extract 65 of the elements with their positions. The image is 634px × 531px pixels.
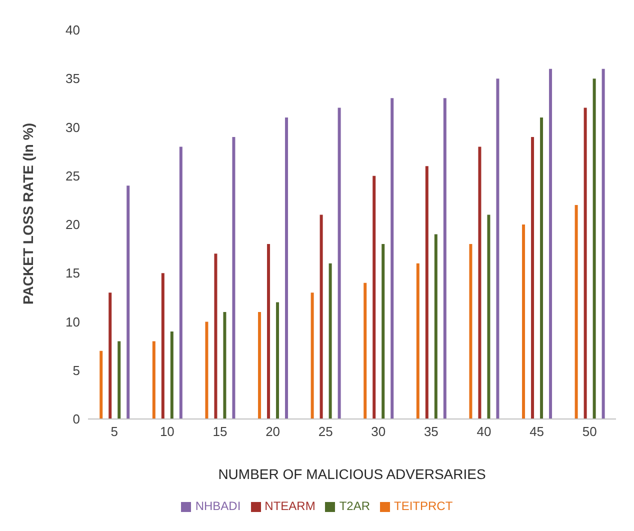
y-tick-label: 30 (66, 120, 80, 135)
bar (118, 341, 121, 419)
y-tick-label: 0 (72, 412, 80, 427)
bar (478, 146, 482, 419)
bar (390, 98, 394, 419)
bar (179, 146, 182, 419)
x-tick-label: 15 (212, 424, 228, 440)
y-tick-label: 25 (66, 168, 80, 184)
bar (126, 186, 130, 419)
legend-label: NTEARM (264, 499, 316, 513)
bar (496, 78, 500, 419)
bar (602, 68, 605, 419)
x-tick-label: 30 (371, 424, 386, 440)
bar (469, 244, 472, 419)
bar (108, 292, 112, 419)
bar (276, 302, 280, 419)
bar (310, 292, 314, 419)
bar (328, 263, 332, 419)
bar (214, 254, 218, 419)
y-axis-title: PACKET LOSS RATE (In %) (20, 123, 36, 304)
bar (100, 350, 103, 419)
bar (170, 331, 174, 419)
y-tick-label: 20 (66, 217, 80, 232)
bar (372, 176, 376, 419)
bar (592, 78, 596, 419)
y-tick-label: 15 (66, 266, 80, 281)
bar (338, 108, 341, 419)
bar (320, 214, 323, 419)
bar (487, 214, 490, 419)
bar (364, 282, 367, 419)
x-tick-label: 25 (318, 424, 333, 440)
x-tick-label: 40 (476, 424, 492, 440)
bar (443, 98, 446, 419)
y-tick-label: 10 (66, 314, 80, 330)
bar (223, 312, 226, 419)
bar (232, 136, 236, 419)
bar (161, 273, 164, 419)
bar (522, 224, 526, 419)
bar (205, 322, 208, 419)
bar (267, 244, 270, 419)
x-tick-label: 5 (110, 424, 118, 440)
x-tick-label: 10 (160, 424, 174, 440)
bar (285, 118, 288, 419)
bar (425, 166, 428, 419)
x-axis-title: NUMBER OF MALICIOUS ADVERSARIES (218, 466, 486, 482)
bar (549, 68, 552, 419)
x-tick-label: 35 (424, 424, 438, 440)
legend-label: T2AR (339, 499, 370, 513)
legend-label: TEITPRCT (394, 499, 453, 513)
y-tick-label: 35 (66, 71, 80, 86)
bar (258, 312, 262, 419)
x-tick-label: 20 (266, 424, 280, 440)
bar (434, 234, 438, 419)
legend-label: NHBADI (195, 499, 241, 513)
bar (531, 136, 534, 419)
x-tick-label: 50 (582, 424, 597, 440)
y-tick-label: 40 (66, 22, 80, 38)
bar (416, 263, 420, 419)
bar (382, 244, 385, 419)
bar (540, 118, 544, 419)
y-tick-label: 5 (72, 362, 80, 378)
bar (152, 341, 156, 419)
bar (574, 205, 578, 419)
x-tick-label: 45 (530, 424, 544, 440)
bar (584, 108, 587, 419)
